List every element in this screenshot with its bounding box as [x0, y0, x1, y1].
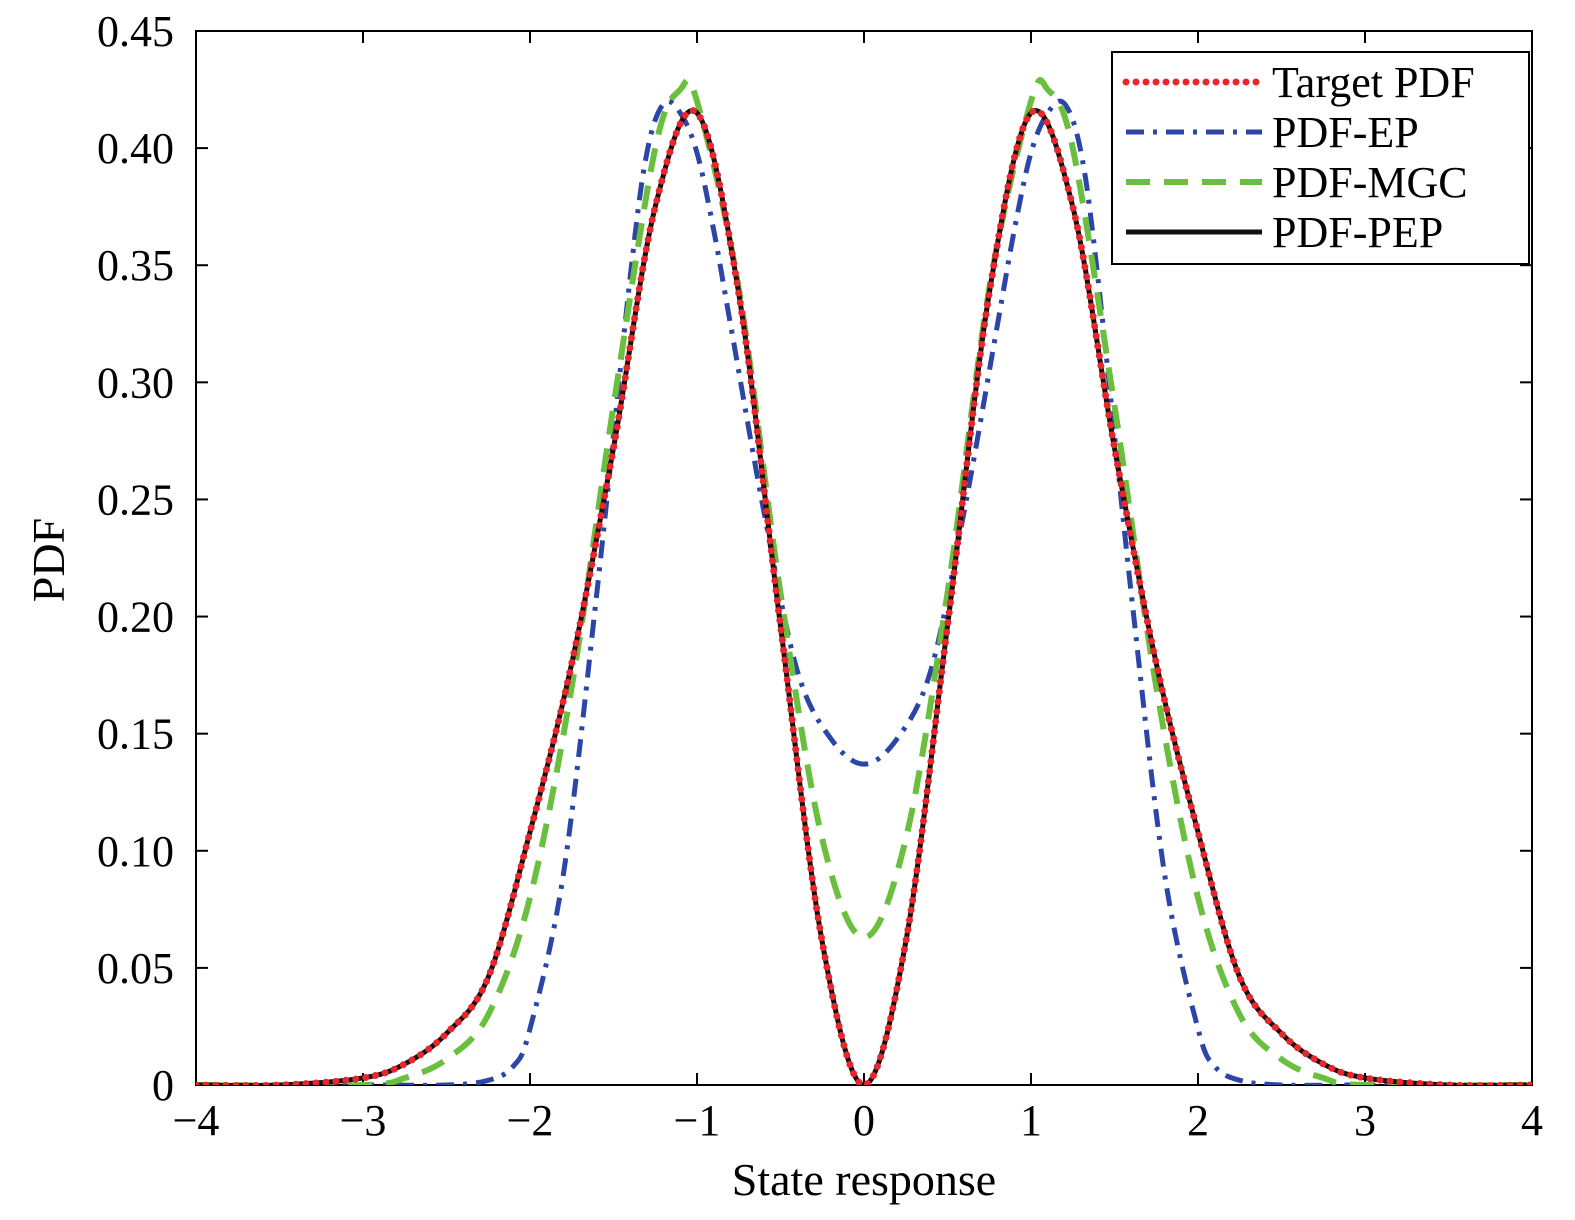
series-line-pdf-mgc: [196, 77, 1532, 1085]
legend-label: PDF-PEP: [1272, 208, 1443, 257]
x-tick-label: 3: [1354, 1096, 1376, 1145]
y-tick-label: 0.40: [97, 124, 174, 173]
series-line-target-pdf: [196, 107, 1532, 1085]
y-tick-label: 0.45: [97, 7, 174, 56]
x-tick-label: 1: [1020, 1096, 1042, 1145]
legend-label: Target PDF: [1272, 58, 1475, 107]
legend-box: [1111, 51, 1530, 265]
x-tick-label: −4: [173, 1096, 220, 1145]
y-tick-label: 0.05: [97, 944, 174, 993]
legend-label: PDF-MGC: [1272, 158, 1468, 207]
x-tick-label: −2: [507, 1096, 554, 1145]
series-line-pdf-ep: [196, 98, 1532, 1085]
y-tick-label: 0.25: [97, 475, 174, 524]
x-tick-label: −1: [674, 1096, 721, 1145]
y-tick-label: 0.35: [97, 241, 174, 290]
y-axis-label: PDF: [23, 518, 74, 602]
axis-ticks: −4 −3 −2 −1 0 1 2 3 4 0 0.05 0.10 0.15 0.20 0.25 0.30 0.…: [97, 7, 1543, 1145]
x-tick-label: −3: [340, 1096, 387, 1145]
legend-label: PDF-EP: [1272, 108, 1419, 157]
x-tick-label: 2: [1187, 1096, 1209, 1145]
y-tick-label: 0.10: [97, 827, 174, 876]
x-axis-label: State response: [732, 1154, 996, 1205]
y-tick-label: 0.15: [97, 710, 174, 759]
x-tick-label: 0: [853, 1096, 875, 1145]
series-layer: [196, 77, 1532, 1085]
y-tick-label: 0.20: [97, 593, 174, 642]
x-tick-label: 4: [1521, 1096, 1543, 1145]
y-tick-label: 0.30: [97, 358, 174, 407]
y-tick-label: 0: [152, 1061, 174, 1110]
